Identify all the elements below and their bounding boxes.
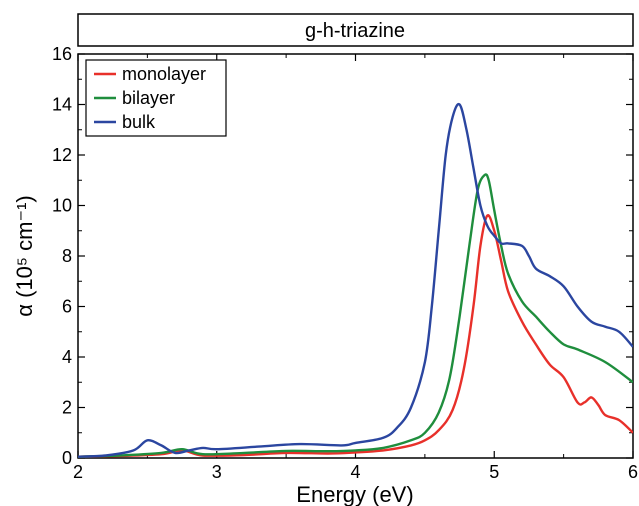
y-tick-label: 2 bbox=[62, 398, 72, 418]
y-tick-label: 8 bbox=[62, 246, 72, 266]
y-tick-label: 0 bbox=[62, 448, 72, 468]
series-line-monolayer bbox=[78, 214, 633, 458]
y-tick-label: 10 bbox=[52, 196, 72, 216]
x-axis-label: Energy (eV) bbox=[296, 482, 413, 506]
y-tick-label: 14 bbox=[52, 95, 72, 115]
x-tick-label: 6 bbox=[628, 462, 638, 482]
x-tick-label: 4 bbox=[350, 462, 360, 482]
chart-title: g-h-triazine bbox=[305, 20, 405, 42]
legend: monolayer bilayer bulk bbox=[85, 59, 227, 137]
series-line-bulk bbox=[78, 102, 633, 458]
series-line-bilayer bbox=[78, 173, 633, 458]
legend-label-monolayer: monolayer bbox=[122, 64, 206, 84]
x-tick-label: 3 bbox=[212, 462, 222, 482]
y-tick-label: 16 bbox=[52, 44, 72, 64]
legend-label-bilayer: bilayer bbox=[122, 88, 175, 108]
x-tick-label: 5 bbox=[489, 462, 499, 482]
y-axis-label: α (10⁵ cm⁻¹) bbox=[12, 195, 37, 316]
series-lines bbox=[78, 102, 633, 458]
y-tick-label: 6 bbox=[62, 297, 72, 317]
legend-label-bulk: bulk bbox=[122, 112, 156, 132]
x-tick-label: 2 bbox=[73, 462, 83, 482]
y-tick-label: 12 bbox=[52, 145, 72, 165]
y-tick-label: 4 bbox=[62, 347, 72, 367]
title-box bbox=[77, 13, 634, 47]
